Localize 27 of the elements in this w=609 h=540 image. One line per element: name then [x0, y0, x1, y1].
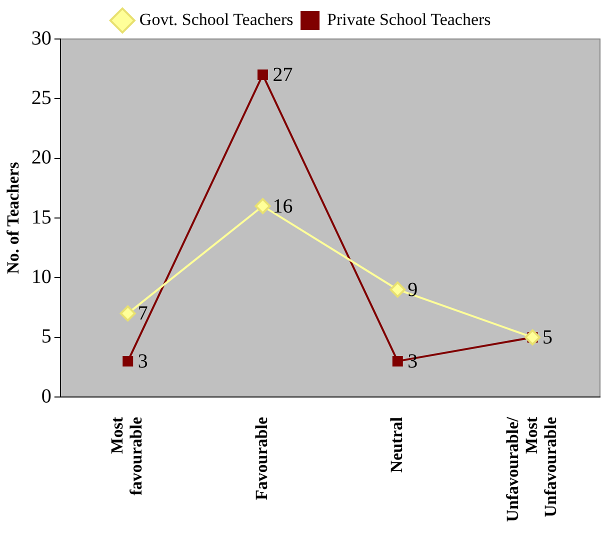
data-label: 16 [272, 195, 293, 218]
x-tick-label: Favourable [252, 416, 272, 500]
y-tick-label: 5 [41, 326, 52, 348]
y-axis-title: No. of Teachers [4, 162, 23, 274]
data-label: 5 [542, 326, 553, 349]
legend-label: Govt. School Teachers [139, 10, 294, 29]
point [122, 356, 134, 366]
point [254, 198, 271, 214]
data-label: 7 [138, 302, 148, 325]
point [390, 282, 406, 298]
x-tick-label: Most favourable [108, 416, 146, 496]
y-tick-label: 10 [31, 266, 52, 288]
point [258, 70, 268, 80]
data-label: 27 [272, 64, 293, 86]
y-tick-label: 0 [41, 385, 52, 408]
point [392, 356, 403, 366]
point [120, 305, 136, 322]
y-tick-label: 20 [31, 146, 52, 169]
y-tick-label: 15 [31, 206, 52, 228]
data-label: 9 [408, 278, 418, 301]
y-tick-label: 30 [31, 27, 52, 50]
legend-label: Private School Teachers [327, 10, 491, 29]
x-tick-label: Neutral [387, 416, 406, 473]
x-tick-label: Unfavourable/ Most Unfavourable [502, 416, 560, 522]
point [524, 329, 541, 346]
data-label: 3 [138, 350, 148, 372]
y-tick-label: 25 [31, 86, 52, 109]
